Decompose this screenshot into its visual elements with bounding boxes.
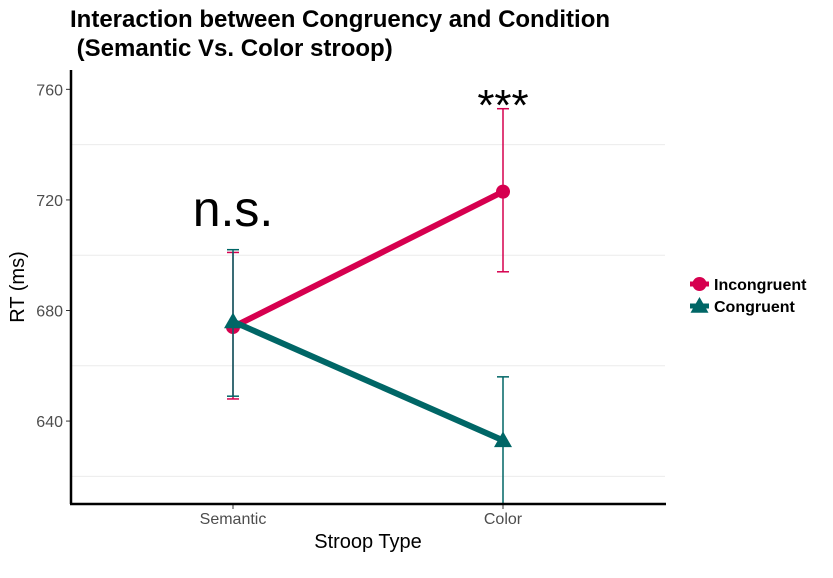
x-tick-label: Color [484,511,523,528]
gridlines [72,144,665,477]
y-tick-label: 680 [36,303,63,320]
x-tick-label: Semantic [200,511,267,528]
annotation-ns: n.s. [193,181,274,237]
significance-annotations: n.s. *** [193,81,529,237]
incongruent-line [230,188,506,331]
incongruent-point [496,184,510,199]
series-incongruent [226,107,510,400]
legend-key-marker-incongruent [692,277,707,291]
chart-title-line-2: (Semantic Vs. Color stroop) [70,35,393,62]
y-tick-label: 640 [36,414,63,431]
legend-label-congruent: Congruent [714,299,796,316]
y-tick-label: 760 [36,82,63,99]
congruent-line [230,318,506,444]
annotation-significance: *** [477,81,528,130]
y-axis-title: RT (ms) [7,251,29,322]
x-axis-title: Stroop Type [314,531,421,553]
series-congruent [224,248,512,505]
legend-label-incongruent: Incongruent [714,277,807,294]
congruent-point [494,431,512,448]
series-layer [224,107,512,505]
legend: Incongruent Congruent [690,277,807,316]
x-axis-ticks: Semantic Color [200,504,523,528]
legend-key-marker-congruent [690,297,709,313]
y-tick-label: 720 [36,193,63,210]
y-axis-ticks: 640 680 720 760 [36,82,71,431]
congruent-point [224,312,242,329]
chart-title-line-1: Interaction between Congruency and Condi… [70,6,610,33]
